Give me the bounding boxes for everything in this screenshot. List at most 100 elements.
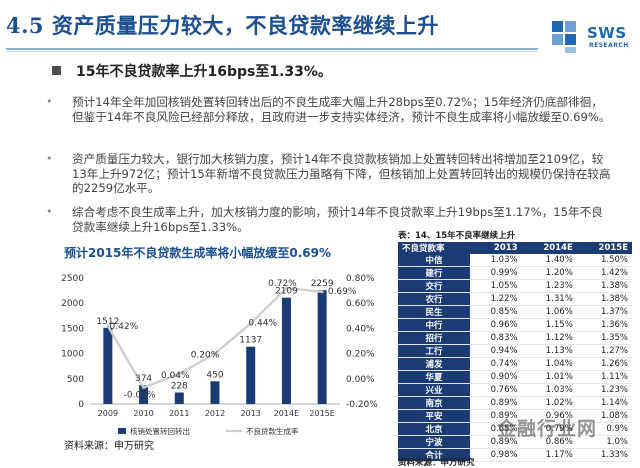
line-data-label: 0.20% [191, 351, 220, 361]
table-value-cell: 1.50% [576, 254, 632, 267]
line-data-label: 0.69% [328, 287, 357, 297]
table-caption: 表：14、15年不良率继续上升 [398, 231, 516, 241]
table-value-cell: 1.38% [576, 279, 632, 293]
table-bank-cell: 民生 [398, 305, 470, 319]
table-value-cell: 1.17% [521, 448, 577, 462]
table-value-cell: 0.90% [470, 370, 522, 384]
table-value-cell: 1.31% [521, 292, 577, 306]
table-value-cell: 0.86% [521, 435, 577, 449]
table-value-cell: 1.0% [576, 435, 632, 449]
bar [317, 290, 327, 404]
y-right-tick-label: 0.40% [346, 324, 375, 334]
dot-bullet-icon: • [46, 205, 53, 218]
table-bank-cell: 北京 [398, 422, 470, 436]
table-value-cell: 1.42% [576, 266, 632, 280]
paragraph-2: • 资产质量压力较大，银行加大核销力度，预计14年不良贷款核销加上处置转回转出将… [46, 152, 614, 196]
x-tick-label: 2009 [98, 409, 118, 418]
table-row: 合计 0.98% 1.17% 1.33% [398, 448, 632, 462]
x-tick-label: 2013 [241, 409, 261, 418]
table-header: 2014E [521, 242, 577, 254]
bar [210, 381, 220, 404]
line-point [284, 286, 288, 290]
table-value-cell: 0.94% [470, 344, 522, 358]
bar-data-label: 228 [171, 382, 188, 392]
table-value-cell: 1.23% [521, 279, 577, 293]
title-divider [6, 48, 538, 50]
table-value-cell: 1.36% [576, 318, 632, 332]
y-right-tick-label: 0.60% [346, 299, 375, 309]
table-row: 华夏 0.90% 1.01% 1.11% [398, 370, 632, 384]
bar [281, 297, 291, 404]
table-value-cell: 1.03% [470, 254, 522, 267]
table-row: 工行 0.94% 1.13% 1.27% [398, 344, 632, 358]
x-tick-label: 2011 [169, 409, 189, 418]
table-value-cell: 0.98% [470, 448, 522, 462]
x-tick-label: 2014E [274, 409, 299, 418]
legend-label: 不良贷款生成率 [246, 426, 299, 436]
bar [246, 346, 256, 404]
table-value-cell: 0.85% [470, 305, 522, 319]
dot-bullet-icon: • [46, 152, 53, 165]
sws-logo-icon [552, 21, 576, 53]
y-left-tick-label: 1500 [61, 324, 84, 334]
table-value-cell: 1.37% [576, 305, 632, 319]
table-source: 资料来源：申万研究 [398, 458, 475, 468]
table-value-cell: 1.01% [521, 370, 577, 384]
table-bank-cell: 华夏 [398, 370, 470, 384]
table-bank-cell: 宁波 [398, 435, 470, 449]
dot-bullet-icon: • [46, 95, 53, 108]
table-row: 建行 0.99% 1.20% 1.42% [398, 266, 632, 280]
title-divider-thin [6, 51, 538, 52]
table-value-cell: 0.9% [576, 422, 632, 436]
table-header: 不良贷款率 [398, 242, 470, 254]
line-data-label: 0.04% [161, 371, 190, 381]
line-point [177, 372, 181, 376]
table-bank-cell: 建行 [398, 266, 470, 280]
paragraph-text: 资产质量压力较大，银行加大核销力度，预计14年不良贷款核销加上处置转回转出将增加… [72, 152, 611, 195]
table-value-cell: 1.06% [521, 305, 577, 319]
line-point [106, 324, 110, 328]
line-data-label: -0.07% [124, 391, 156, 401]
table-bank-cell: 平安 [398, 409, 470, 423]
table-value-cell: 1.12% [521, 331, 577, 345]
table-value-cell: 1.14% [576, 396, 632, 410]
table-value-cell: 0.89% [470, 396, 522, 410]
bar [103, 327, 113, 404]
square-bullet-icon [52, 66, 61, 75]
x-tick-label: 2015E [309, 409, 334, 418]
table-bank-cell: 南京 [398, 396, 470, 410]
table-row: 浦发 0.74% 1.04% 1.26% [398, 357, 632, 371]
y-left-tick-label: 2000 [61, 299, 84, 309]
table-value-cell: 0.96% [521, 409, 577, 423]
line-data-label: 0.42% [110, 322, 139, 332]
table-row: 兴业 0.76% 1.03% 1.23% [398, 383, 632, 397]
table-value-cell: 1.02% [521, 396, 577, 410]
line-point [213, 352, 217, 356]
table-row: 交行 1.05% 1.23% 1.38% [398, 279, 632, 293]
table-value-cell: 1.38% [576, 292, 632, 306]
table-row: 宁波 0.89% 0.86% 1.0% [398, 435, 632, 449]
table-value-cell: 0.74% [470, 357, 522, 371]
y-right-tick-label: 0.20% [346, 350, 375, 360]
table-bank-cell: 交行 [398, 279, 470, 293]
slide-title: 4.5 资产质量压力较大，不良贷款率继续上升 [6, 13, 439, 38]
y-left-tick-label: 0 [78, 400, 84, 410]
bar [174, 392, 184, 404]
table-value-cell: 1.20% [521, 266, 577, 280]
bar-data-label: 1512 [96, 317, 119, 327]
table-value-cell: 0.79% [521, 422, 577, 436]
x-tick-label: 2012 [205, 409, 225, 418]
chart-title: 预计2015年不良贷款生成率将小幅放缓至0.69% [64, 246, 332, 260]
table-value-cell: 0.96% [470, 318, 522, 332]
line-point [142, 386, 146, 390]
line-point [320, 290, 324, 294]
table-value-cell: 0.99% [470, 266, 522, 280]
table-header-row: 不良贷款率 2013 2014E 2015E [398, 242, 632, 254]
table-bank-cell: 中信 [398, 254, 470, 267]
table-bank-cell: 中行 [398, 318, 470, 332]
table-header: 2015E [576, 242, 632, 254]
table-bank-cell: 浦发 [398, 357, 470, 371]
bar-data-label: 2259 [311, 279, 334, 289]
table-value-cell: 1.26% [576, 357, 632, 371]
table-header: 2013 [470, 242, 522, 254]
